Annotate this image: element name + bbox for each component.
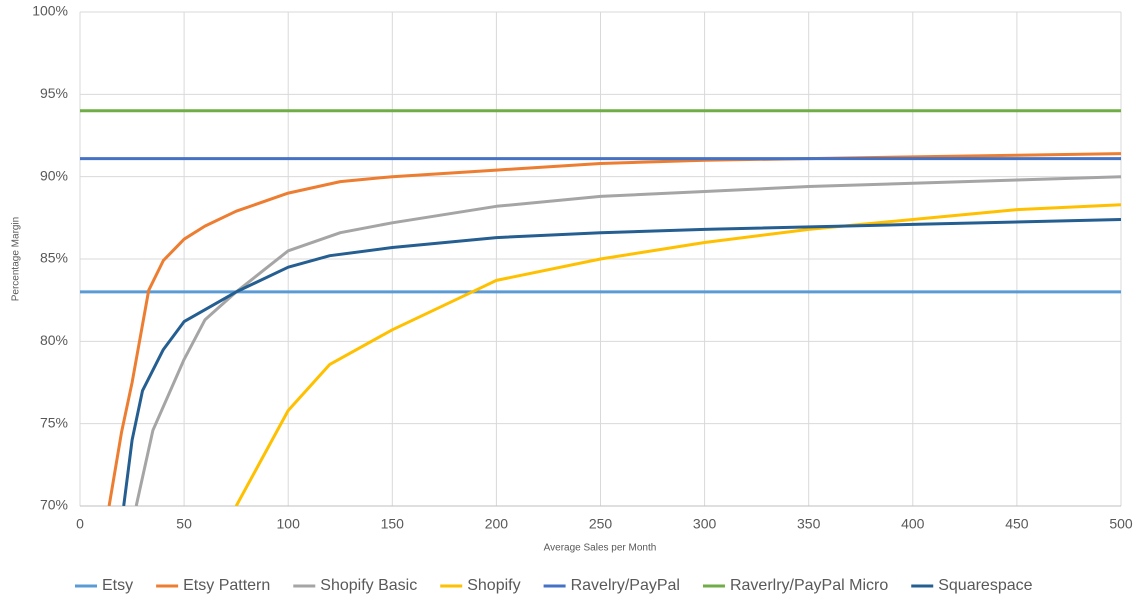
x-tick-label: 200 [485, 516, 509, 532]
y-tick-label: 75% [40, 414, 68, 430]
x-tick-label: 350 [797, 516, 821, 532]
y-tick-label: 90% [40, 167, 68, 183]
y-tick-label: 95% [40, 85, 68, 101]
x-axis-title: Average Sales per Month [544, 543, 657, 554]
legend-label: Squarespace [938, 577, 1032, 594]
series-line [107, 152, 1121, 506]
x-tick-label: 300 [693, 516, 717, 532]
y-tick-label: 80% [40, 332, 68, 348]
y-tick-label: 100% [32, 3, 68, 19]
x-tick-label: 150 [381, 516, 405, 532]
x-tick-label: 100 [277, 516, 301, 532]
y-axis-title: Percentage Margin [11, 217, 22, 302]
legend-label: Shopify [467, 577, 520, 594]
legend-label: Etsy Pattern [183, 577, 270, 594]
x-tick-label: 50 [176, 516, 192, 532]
legend-label: Etsy [102, 577, 133, 594]
x-tick-label: 500 [1109, 516, 1133, 532]
x-tick-label: 0 [76, 516, 84, 532]
legend-label: Raverlry/PayPal Micro [730, 577, 888, 594]
series-line [134, 175, 1121, 506]
x-tick-label: 450 [1005, 516, 1029, 532]
x-tick-label: 400 [901, 516, 925, 532]
plot-lines [80, 109, 1121, 506]
legend-label: Shopify Basic [320, 577, 417, 594]
series-line [234, 203, 1121, 506]
legend-label: Ravelry/PayPal [571, 577, 680, 594]
series-line [122, 218, 1121, 506]
x-tick-label: 250 [589, 516, 613, 532]
y-tick-label: 85% [40, 250, 68, 266]
y-tick-label: 70% [40, 497, 68, 513]
